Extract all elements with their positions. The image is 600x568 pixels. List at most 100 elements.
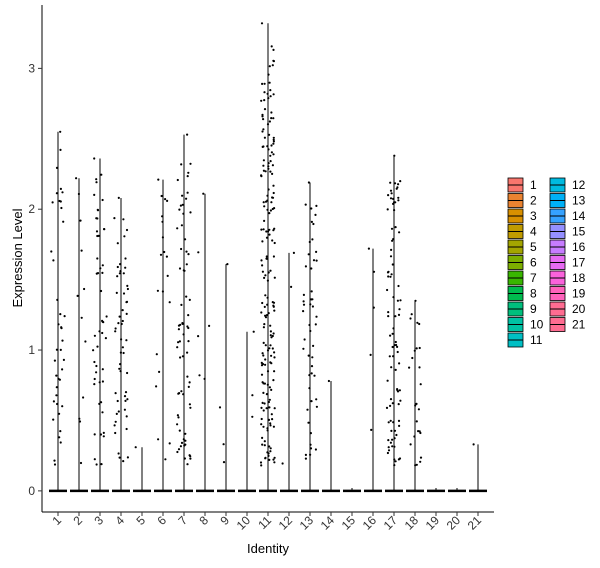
point-11: [260, 417, 263, 421]
point-6: [168, 442, 171, 445]
point-11: [261, 264, 264, 267]
point-13: [315, 259, 318, 262]
point-11: [263, 323, 266, 326]
point-18: [419, 383, 422, 386]
point-3: [98, 330, 101, 333]
x-tick-label-10: 10: [234, 513, 254, 533]
point-11: [272, 191, 275, 195]
point-1: [63, 315, 66, 318]
point-16: [372, 270, 376, 273]
point-10: [252, 330, 255, 333]
point-11: [263, 440, 266, 443]
legend-label-18: 18: [572, 271, 586, 285]
point-4: [118, 367, 121, 370]
point-1: [58, 412, 61, 415]
point-1: [60, 206, 63, 210]
point-7: [187, 385, 190, 388]
x-tick-label-4: 4: [112, 513, 127, 528]
point-7: [176, 178, 179, 182]
point-11: [260, 464, 263, 467]
point-17: [389, 181, 392, 184]
y-tick-label-1: 1: [28, 343, 35, 357]
point-13: [312, 344, 315, 347]
point-9: [222, 461, 226, 464]
point-10: [251, 415, 254, 418]
point-11: [266, 194, 269, 197]
point-11: [270, 144, 273, 147]
point-17: [387, 449, 391, 452]
point-17: [391, 345, 394, 349]
point-2: [76, 294, 79, 297]
point-3: [95, 178, 98, 181]
point-13: [308, 240, 311, 244]
legend-item-19: 19: [549, 286, 586, 301]
point-7: [179, 445, 182, 448]
point-10: [251, 394, 254, 397]
point-11: [269, 447, 272, 450]
point-4: [116, 265, 119, 269]
point-17: [386, 379, 389, 382]
point-11: [266, 296, 269, 299]
point-7: [186, 351, 189, 354]
point-3: [101, 264, 104, 267]
point-16: [370, 428, 373, 431]
point-4: [119, 351, 122, 354]
x-axis-ticks: 1 2 3 4 5 6 7 8 9 10 11 12 13 14 15 16 17 18 19 20 21: [49, 512, 484, 533]
point-7: [189, 457, 192, 460]
point-3: [95, 230, 99, 233]
point-17: [390, 227, 394, 230]
point-3: [99, 267, 102, 270]
point-6: [158, 370, 161, 373]
point-1: [61, 405, 64, 408]
point-17: [389, 441, 392, 444]
point-11: [272, 140, 275, 143]
point-7: [183, 269, 186, 272]
point-3: [93, 458, 96, 461]
point-18: [413, 435, 416, 438]
point-3: [102, 435, 105, 438]
point-11: [272, 305, 275, 308]
point-13: [309, 443, 312, 446]
point-17: [389, 419, 392, 422]
point-17: [391, 445, 394, 448]
point-1: [52, 259, 55, 262]
point-12: [292, 251, 295, 254]
point-11: [265, 236, 269, 239]
point-2: [79, 219, 82, 222]
point-17: [391, 263, 394, 266]
point-11: [263, 108, 267, 111]
point-17: [398, 457, 402, 460]
point-17: [387, 439, 390, 442]
point-18: [408, 366, 411, 369]
point-4: [119, 363, 122, 366]
point-11: [273, 309, 276, 312]
point-13: [308, 387, 311, 390]
point-13: [304, 265, 307, 268]
x-tick-label-13: 13: [297, 513, 317, 533]
point-11: [263, 402, 266, 405]
point-7: [183, 444, 186, 447]
legend-item-10: 10: [507, 317, 544, 332]
legend-label-13: 13: [572, 194, 586, 208]
point-12: [290, 285, 293, 288]
point-4: [122, 460, 125, 463]
point-11: [267, 271, 270, 274]
point-4: [122, 272, 125, 275]
point-11: [266, 427, 269, 430]
point-3: [105, 315, 108, 318]
point-7: [177, 324, 181, 327]
point-11: [272, 93, 275, 96]
point-11: [272, 138, 275, 141]
point-7: [186, 191, 189, 194]
point-11: [265, 255, 268, 258]
point-11: [266, 199, 269, 202]
x-tick-label-20: 20: [444, 513, 464, 533]
legend-label-16: 16: [572, 240, 586, 254]
point-7: [188, 403, 191, 406]
point-11: [268, 458, 271, 461]
point-17: [397, 199, 400, 202]
point-11: [268, 228, 271, 231]
point-11: [263, 136, 266, 139]
y-axis-ticks: 0 1 2 3: [28, 61, 42, 498]
point-3: [102, 431, 105, 434]
